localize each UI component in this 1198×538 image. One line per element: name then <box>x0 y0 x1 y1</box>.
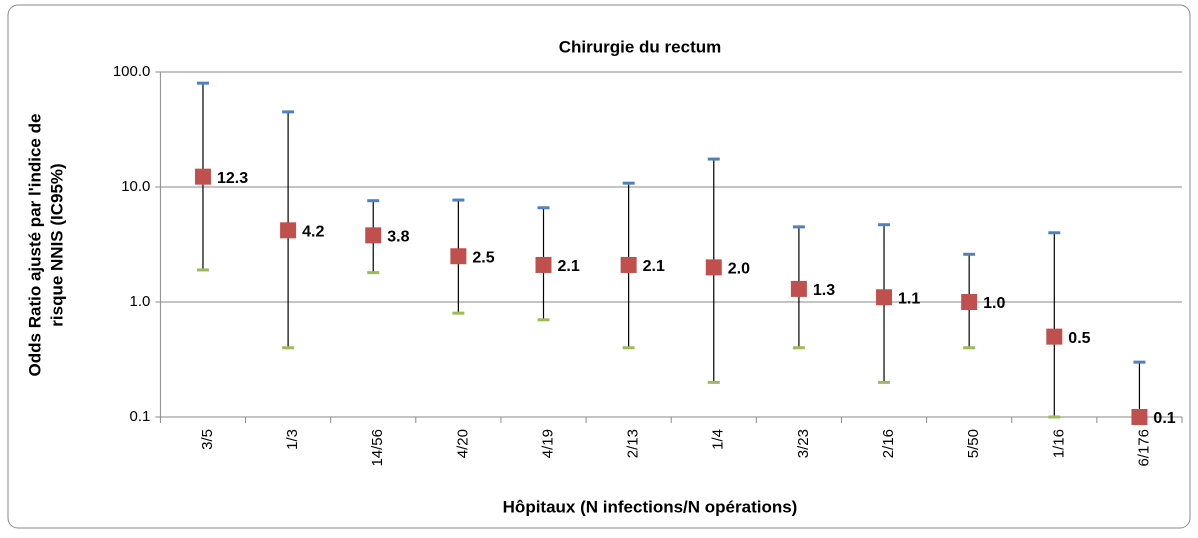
point <box>876 289 893 306</box>
point <box>535 256 552 273</box>
value-label: 0.5 <box>1068 330 1090 347</box>
value-label: 2.5 <box>472 249 494 266</box>
x-tick-label-group: 2/13 <box>625 429 642 458</box>
x-tick-label: 2/16 <box>880 429 897 458</box>
value-label: 1.0 <box>983 295 1005 312</box>
value-label: 2.1 <box>558 258 580 275</box>
point <box>1046 328 1063 345</box>
x-tick-label-group: 14/56 <box>369 429 386 467</box>
x-tick-label: 4/20 <box>454 429 471 458</box>
y-tick-label: 10.0 <box>121 178 150 195</box>
y-axis-label-line: Odds Ratio ajusté par l'indice de <box>25 114 44 377</box>
y-axis-label-line: risque NNIS (IC95%) <box>47 163 66 326</box>
x-tick-label: 2/13 <box>625 429 642 458</box>
x-tick-label: 3/23 <box>795 429 812 458</box>
x-tick-label: 14/56 <box>369 429 386 467</box>
x-tick-label-group: 1/4 <box>710 429 727 450</box>
x-tick-label: 1/4 <box>710 429 727 450</box>
point <box>1131 409 1148 425</box>
value-label: 2.1 <box>643 258 665 275</box>
x-tick-label-group: 4/19 <box>539 429 556 458</box>
point <box>705 259 722 276</box>
x-tick-label-group: 2/16 <box>880 429 897 458</box>
x-tick-label-group: 1/16 <box>1050 429 1067 458</box>
y-axis-label: Odds Ratio ajusté par l'indice de risque… <box>25 114 66 377</box>
x-tick-label: 5/50 <box>965 429 982 458</box>
point <box>194 168 211 185</box>
point <box>961 294 978 310</box>
x-tick-label-group: 5/50 <box>965 429 982 458</box>
x-tick-label-group: 6/176 <box>1135 429 1152 467</box>
point <box>620 256 637 273</box>
x-tick-label: 1/16 <box>1050 429 1067 458</box>
x-tick-label-group: 4/20 <box>454 429 471 458</box>
x-tick-label-group: 3/23 <box>795 429 812 458</box>
chart-title: Chirurgie du rectum <box>559 37 721 56</box>
x-tick-label: 3/5 <box>199 429 216 450</box>
point <box>280 222 297 239</box>
x-tick-label: 4/19 <box>539 429 556 458</box>
value-label: 12.3 <box>217 170 248 187</box>
value-label: 0.1 <box>1153 410 1175 427</box>
value-label: 1.3 <box>813 282 835 299</box>
value-label: 1.1 <box>898 290 920 307</box>
y-tick-label: 0.1 <box>130 408 151 425</box>
x-tick-label: 6/176 <box>1135 429 1152 467</box>
value-label: 3.8 <box>387 229 409 246</box>
value-label: 2.0 <box>728 261 750 278</box>
x-tick-label: 1/3 <box>284 429 301 450</box>
y-tick-label: 1.0 <box>130 293 151 310</box>
y-tick-label: 100.0 <box>113 63 151 80</box>
value-label: 4.2 <box>302 224 324 241</box>
point <box>790 280 807 297</box>
x-tick-label-group: 3/5 <box>199 429 216 450</box>
x-tick-label-group: 1/3 <box>284 429 301 450</box>
x-axis-label: Hôpitaux (N infections/N opérations) <box>503 497 798 516</box>
chart-border <box>7 4 1191 529</box>
point <box>365 227 382 244</box>
point <box>450 248 467 265</box>
